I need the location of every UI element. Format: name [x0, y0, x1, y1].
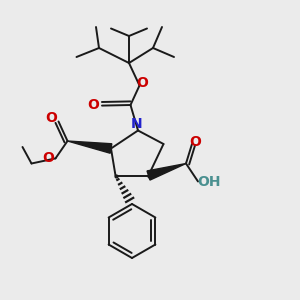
- Text: N: N: [131, 117, 142, 131]
- Text: O: O: [190, 135, 202, 148]
- Polygon shape: [147, 164, 186, 180]
- Text: O: O: [136, 76, 148, 90]
- Text: O: O: [45, 112, 57, 125]
- Text: O: O: [42, 151, 54, 165]
- Text: OH: OH: [198, 176, 221, 189]
- Polygon shape: [68, 141, 112, 153]
- Text: O: O: [88, 98, 100, 112]
